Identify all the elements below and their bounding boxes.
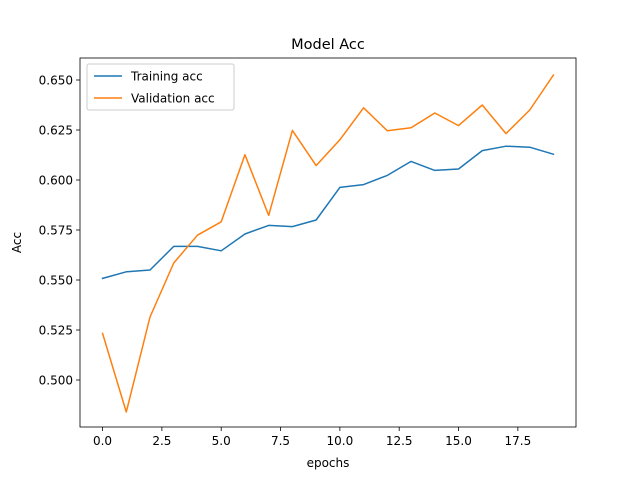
y-tick-label: 0.550: [39, 274, 73, 288]
x-tick-label: 5.0: [212, 434, 231, 448]
legend-label: Training acc: [130, 70, 203, 84]
y-tick-label: 0.575: [39, 224, 73, 238]
plot-area: [79, 57, 577, 428]
series-line-validation-acc: [101, 73, 555, 413]
axes-background: [80, 58, 576, 427]
legend-label: Validation acc: [131, 92, 215, 106]
x-tick-label: 7.5: [271, 434, 290, 448]
series-line-training-acc: [101, 145, 555, 280]
x-tick-label: 10.0: [327, 434, 354, 448]
x-tick-label: 15.0: [445, 434, 472, 448]
axes-frame: [79, 57, 577, 428]
y-tick-label: 0.650: [39, 74, 73, 88]
legend-box: [86, 63, 235, 111]
y-tick-label: 0.525: [39, 324, 73, 338]
x-tick-label: 0.0: [93, 434, 112, 448]
series-layer: [101, 73, 555, 413]
x-tick-label: 2.5: [152, 434, 171, 448]
y-tick-label: 0.600: [39, 174, 73, 188]
chart-title: Model Acc: [291, 37, 365, 53]
y-axis: 0.500 0.525 0.550 0.575 0.600 0.625 0.650: [39, 74, 80, 388]
y-tick-label: 0.625: [39, 124, 73, 138]
legend: Training acc Validation acc: [86, 63, 235, 111]
x-axis-label: epochs: [307, 456, 350, 470]
y-axis-label: Acc: [10, 232, 24, 253]
x-tick-label: 17.5: [504, 434, 531, 448]
x-axis: 0.0 2.5 5.0 7.5 10.0 12.5 15.0 17.5: [93, 427, 531, 448]
x-tick-label: 12.5: [386, 434, 413, 448]
y-tick-label: 0.500: [39, 374, 73, 388]
